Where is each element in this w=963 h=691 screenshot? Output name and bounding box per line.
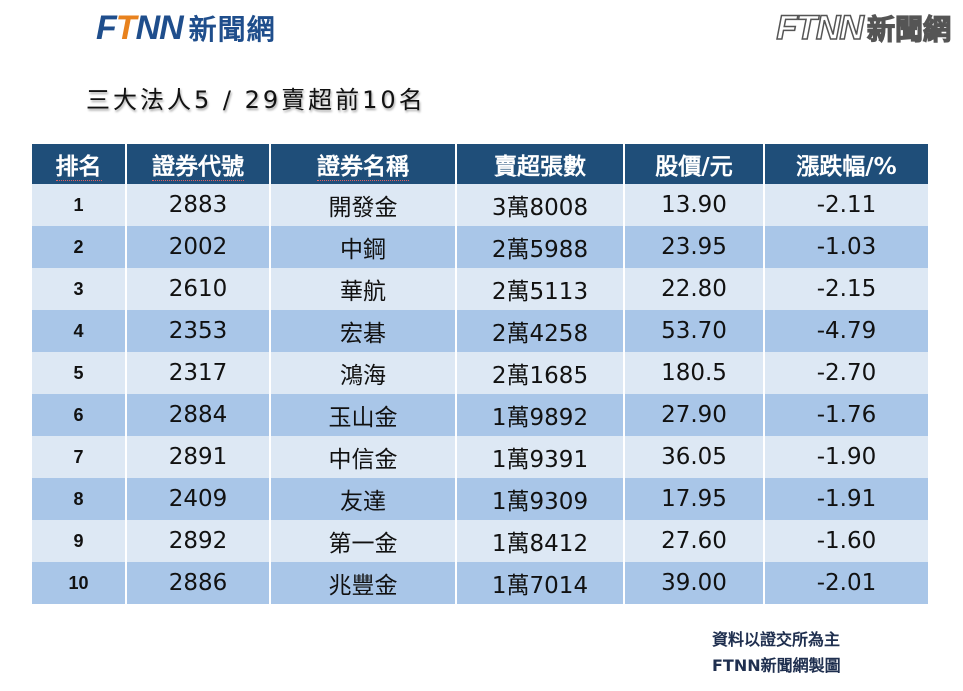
change-cell: -1.76 bbox=[764, 394, 928, 436]
table-row: 2 2002 中鋼 2萬5988 23.95 -1.03 bbox=[32, 226, 928, 268]
change-cell: -2.01 bbox=[764, 562, 928, 604]
name-cell: 友達 bbox=[270, 478, 457, 520]
logo-chinese: 新聞網 bbox=[188, 13, 276, 46]
change-cell: -2.15 bbox=[764, 268, 928, 310]
rank-cell: 1 bbox=[32, 184, 127, 226]
rank-cell: 4 bbox=[32, 310, 127, 352]
change-cell: -1.60 bbox=[764, 520, 928, 562]
price-cell: 27.60 bbox=[624, 520, 765, 562]
sell-volume-cell: 1萬7014 bbox=[456, 562, 625, 604]
source-footer: 資料以證交所為主 FTNN新聞網製圖 bbox=[712, 627, 841, 679]
change-cell: -1.91 bbox=[764, 478, 928, 520]
code-cell: 2892 bbox=[126, 520, 271, 562]
rank-cell: 3 bbox=[32, 268, 127, 310]
code-cell: 2886 bbox=[126, 562, 271, 604]
logo-wordmark: FTNN bbox=[96, 8, 184, 47]
table-header-row: 排名 證券代號 證券名稱 賣超張數 股價/元 漲跌幅/% bbox=[32, 144, 928, 184]
rank-cell: 7 bbox=[32, 436, 127, 478]
table-row: 5 2317 鴻海 2萬1685 180.5 -2.70 bbox=[32, 352, 928, 394]
change-cell: -4.79 bbox=[764, 310, 928, 352]
sell-volume-cell: 2萬5113 bbox=[456, 268, 625, 310]
code-cell: 2610 bbox=[126, 268, 271, 310]
table-row: 6 2884 玉山金 1萬9892 27.90 -1.76 bbox=[32, 394, 928, 436]
name-cell: 第一金 bbox=[270, 520, 457, 562]
sell-volume-cell: 2萬5988 bbox=[456, 226, 625, 268]
sell-volume-cell: 1萬9892 bbox=[456, 394, 625, 436]
header-name: 證券名稱 bbox=[270, 144, 457, 184]
price-cell: 180.5 bbox=[624, 352, 765, 394]
price-cell: 13.90 bbox=[624, 184, 765, 226]
code-cell: 2883 bbox=[126, 184, 271, 226]
header-code: 證券代號 bbox=[126, 144, 271, 184]
price-cell: 22.80 bbox=[624, 268, 765, 310]
name-cell: 中信金 bbox=[270, 436, 457, 478]
ftnn-watermark-logo: FTNN 新聞網 bbox=[776, 8, 952, 48]
rank-cell: 6 bbox=[32, 394, 127, 436]
header-sell-volume: 賣超張數 bbox=[456, 144, 625, 184]
change-cell: -2.11 bbox=[764, 184, 928, 226]
source-note: 資料以證交所為主 bbox=[712, 630, 841, 649]
table-row: 7 2891 中信金 1萬9391 36.05 -1.90 bbox=[32, 436, 928, 478]
table-row: 9 2892 第一金 1萬8412 27.60 -1.60 bbox=[32, 520, 928, 562]
price-cell: 17.95 bbox=[624, 478, 765, 520]
code-cell: 2002 bbox=[126, 226, 271, 268]
sell-volume-cell: 1萬8412 bbox=[456, 520, 625, 562]
rank-cell: 8 bbox=[32, 478, 127, 520]
table-row: 1 2883 開發金 3萬8008 13.90 -2.11 bbox=[32, 184, 928, 226]
table-row: 4 2353 宏碁 2萬4258 53.70 -4.79 bbox=[32, 310, 928, 352]
code-cell: 2317 bbox=[126, 352, 271, 394]
name-cell: 宏碁 bbox=[270, 310, 457, 352]
name-cell: 中鋼 bbox=[270, 226, 457, 268]
rank-cell: 5 bbox=[32, 352, 127, 394]
sell-volume-cell: 1萬9391 bbox=[456, 436, 625, 478]
price-cell: 39.00 bbox=[624, 562, 765, 604]
change-cell: -1.90 bbox=[764, 436, 928, 478]
rank-cell: 10 bbox=[32, 562, 127, 604]
sell-volume-cell: 2萬1685 bbox=[456, 352, 625, 394]
price-cell: 36.05 bbox=[624, 436, 765, 478]
code-cell: 2409 bbox=[126, 478, 271, 520]
watermark-word: FTNN bbox=[776, 8, 865, 48]
table-row: 8 2409 友達 1萬9309 17.95 -1.91 bbox=[32, 478, 928, 520]
price-cell: 53.70 bbox=[624, 310, 765, 352]
table-row: 3 2610 華航 2萬5113 22.80 -2.15 bbox=[32, 268, 928, 310]
code-cell: 2884 bbox=[126, 394, 271, 436]
price-cell: 27.90 bbox=[624, 394, 765, 436]
name-cell: 玉山金 bbox=[270, 394, 457, 436]
rank-cell: 2 bbox=[32, 226, 127, 268]
sell-volume-cell: 3萬8008 bbox=[456, 184, 625, 226]
sell-volume-cell: 2萬4258 bbox=[456, 310, 625, 352]
ranking-table: 排名 證券代號 證券名稱 賣超張數 股價/元 漲跌幅/% 1 2883 開發金 3萬8… bbox=[32, 144, 928, 604]
watermark-chinese: 新聞網 bbox=[866, 12, 951, 46]
header-change: 漲跌幅/% bbox=[764, 144, 928, 184]
credit-note: FTNN新聞網製圖 bbox=[712, 656, 841, 675]
name-cell: 鴻海 bbox=[270, 352, 457, 394]
sell-volume-cell: 1萬9309 bbox=[456, 478, 625, 520]
ftnn-logo: FTNN 新聞網 bbox=[96, 8, 276, 48]
name-cell: 開發金 bbox=[270, 184, 457, 226]
price-cell: 23.95 bbox=[624, 226, 765, 268]
name-cell: 華航 bbox=[270, 268, 457, 310]
header-rank: 排名 bbox=[32, 144, 127, 184]
change-cell: -2.70 bbox=[764, 352, 928, 394]
name-cell: 兆豐金 bbox=[270, 562, 457, 604]
rank-cell: 9 bbox=[32, 520, 127, 562]
table-row: 10 2886 兆豐金 1萬7014 39.00 -2.01 bbox=[32, 562, 928, 604]
code-cell: 2353 bbox=[126, 310, 271, 352]
header-price: 股價/元 bbox=[624, 144, 765, 184]
change-cell: -1.03 bbox=[764, 226, 928, 268]
page-title: 三大法人5 / 29賣超前10名 bbox=[86, 86, 426, 114]
code-cell: 2891 bbox=[126, 436, 271, 478]
